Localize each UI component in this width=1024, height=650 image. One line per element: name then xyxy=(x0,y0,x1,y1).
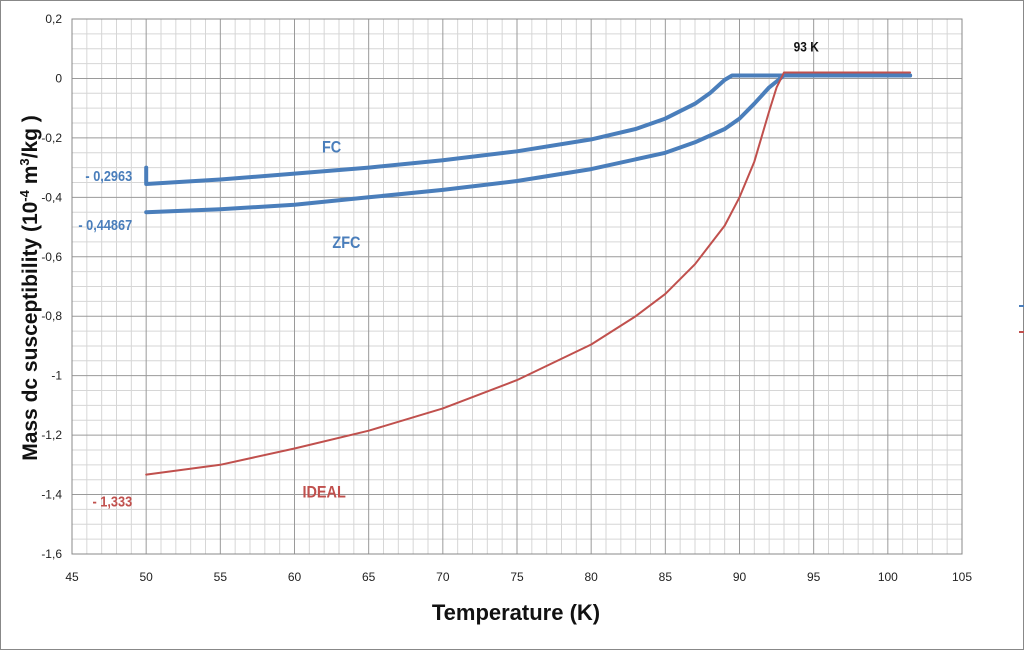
x-tick-label: 80 xyxy=(584,570,598,584)
annotation-label: ZFC xyxy=(332,234,360,252)
x-tick-label: 50 xyxy=(139,570,153,584)
annotations-layer: - 0,2963 - 0,44867 - 1,333 FC ZFC IDEAL 93 K xyxy=(78,39,819,510)
x-tick-label: 75 xyxy=(510,570,524,584)
y-axis-title-exponent-2: 3 xyxy=(17,158,32,165)
y-tick-label: -0,6 xyxy=(41,250,62,264)
x-tick-label: 85 xyxy=(659,570,673,584)
y-tick-label: -1,2 xyxy=(41,428,62,442)
x-axis-title: Temperature (K) xyxy=(432,600,600,625)
y-axis-ticks: 0,2 0 -0,2 -0,4 -0,6 -0,8 -1 -1,2 -1,4 -1,6 xyxy=(41,12,62,561)
plot-area-frame xyxy=(71,18,963,555)
x-tick-label: 90 xyxy=(733,570,747,584)
x-tick-label: 100 xyxy=(878,570,898,584)
y-tick-label: 0 xyxy=(55,71,62,85)
y-tick-label: -0,2 xyxy=(41,131,62,145)
x-tick-label: 65 xyxy=(362,570,376,584)
annotation-label: - 0,44867 xyxy=(78,216,132,233)
y-axis-title-mid: m xyxy=(19,166,42,191)
y-tick-label: -0,8 xyxy=(41,309,62,323)
legend-fragment xyxy=(1019,305,1024,333)
y-axis-title-tail: /kg ) xyxy=(19,115,42,158)
x-tick-label: 45 xyxy=(65,570,79,584)
y-axis-title: Mass dc susceptibility (10-4 m3/kg ) xyxy=(17,115,42,461)
annotation-label: - 0,2963 xyxy=(85,167,132,184)
series-layer xyxy=(144,71,913,476)
series-line-zfc xyxy=(144,73,913,215)
x-tick-label: 70 xyxy=(436,570,450,584)
y-axis-title-exponent: -4 xyxy=(17,189,32,201)
y-tick-label: -1 xyxy=(51,369,62,383)
series-line-ideal xyxy=(145,71,912,476)
x-axis-ticks: 45 50 55 60 65 70 75 80 85 90 95 100 105 xyxy=(65,570,972,584)
x-tick-label: 95 xyxy=(807,570,821,584)
annotation-label: FC xyxy=(322,139,341,157)
y-axis-title-main: Mass dc susceptibility (10 xyxy=(19,202,42,461)
x-tick-label: 55 xyxy=(214,570,228,584)
y-tick-label: -0,4 xyxy=(41,190,62,204)
annotation-label: 93 K xyxy=(794,39,820,55)
series-line-fc xyxy=(144,73,913,186)
x-tick-label: 60 xyxy=(288,570,302,584)
annotation-label: IDEAL xyxy=(302,484,346,502)
y-tick-label: -1,4 xyxy=(41,488,62,502)
y-tick-label: -1,6 xyxy=(41,547,62,561)
x-tick-label: 105 xyxy=(952,570,972,584)
annotation-label: - 1,333 xyxy=(93,492,133,509)
y-tick-label: 0,2 xyxy=(45,12,62,26)
